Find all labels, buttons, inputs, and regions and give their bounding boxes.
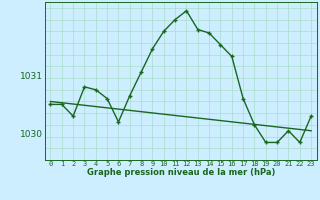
- X-axis label: Graphe pression niveau de la mer (hPa): Graphe pression niveau de la mer (hPa): [87, 168, 275, 177]
